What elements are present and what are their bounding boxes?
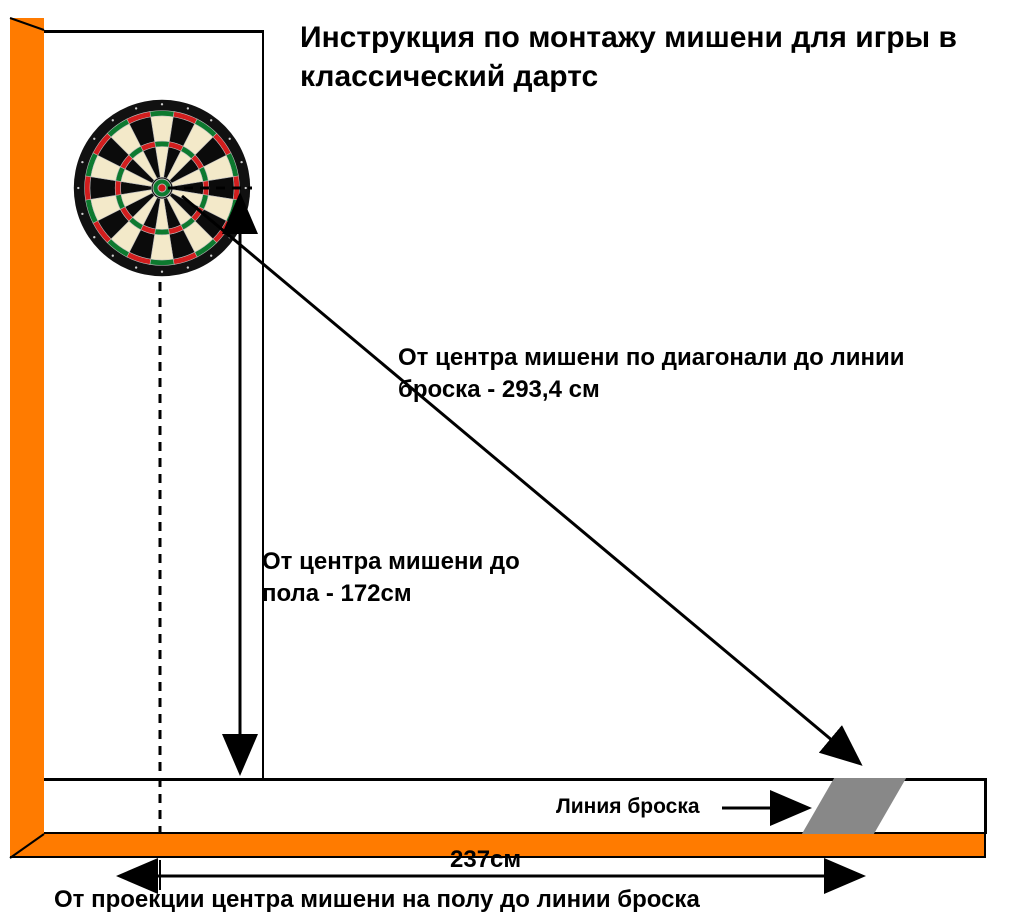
dartboard-icon	[72, 98, 252, 278]
height-dimension-label: От центра мишени до пола - 172см	[262, 546, 582, 611]
wall-back-panel	[10, 18, 44, 818]
throw-line-label: Линия броска	[556, 795, 700, 819]
floor-distance-value: 237см	[450, 844, 521, 876]
diagram-title: Инструкция по монтажу мишени для игры в …	[300, 18, 1000, 96]
floor-distance-caption: От проекции центра мишени на полу до лин…	[54, 884, 1014, 916]
diagonal-dimension-label: От центра мишени по диагонали до линии б…	[398, 342, 958, 407]
